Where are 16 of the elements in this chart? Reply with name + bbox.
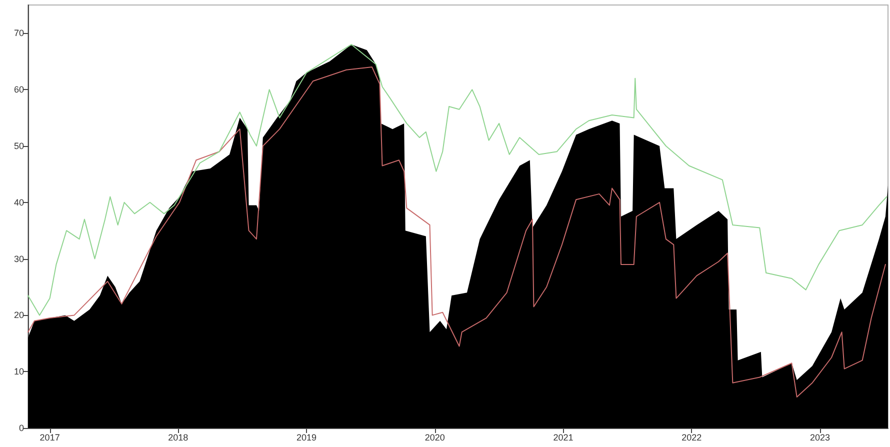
line-series [28, 44, 888, 316]
x-tick-label: 2017 [40, 432, 60, 442]
y-tick-label: 0 [18, 423, 24, 433]
y-tick-label: 70 [14, 28, 24, 38]
y-tick-label: 60 [14, 84, 24, 95]
x-tick-label: 2022 [682, 432, 702, 442]
x-tick-label: 2018 [168, 432, 188, 442]
y-tick-label: 20 [14, 310, 24, 320]
x-tick-label: 2019 [296, 432, 317, 442]
x-tick-label: 2021 [553, 432, 574, 442]
y-tick-label: 50 [14, 141, 24, 151]
y-tick-label: 30 [14, 254, 24, 264]
y-tick-label: 10 [14, 366, 24, 377]
y-tick-label: 40 [14, 197, 24, 208]
x-tick-label: 2023 [810, 432, 830, 442]
x-tick-label: 2020 [424, 432, 445, 442]
